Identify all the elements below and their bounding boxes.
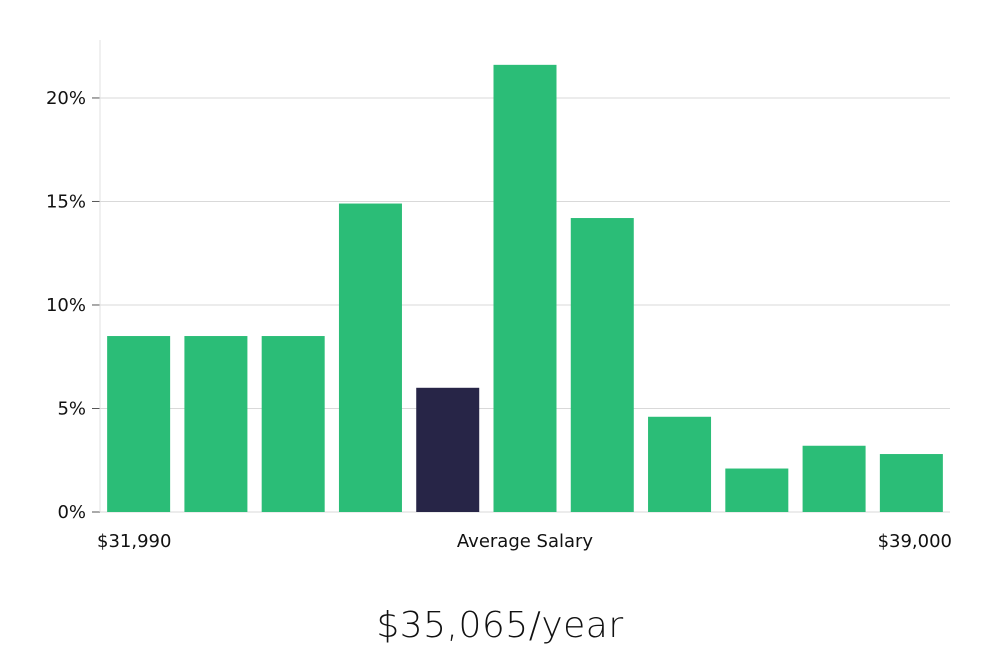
y-tick-labels: 0% 5% 10% 15% 20% [46,88,86,523]
bar [802,445,866,512]
y-tick-label: 5% [57,398,86,419]
x-label-max: $39,000 [878,531,952,552]
bar [648,416,712,512]
x-label-min: $31,990 [97,531,171,552]
bar [725,468,789,512]
bar [879,454,943,512]
y-tick-label: 15% [46,191,86,212]
y-tick-label: 10% [46,295,86,316]
x-label-average: Average Salary [457,531,594,552]
y-tick-label: 20% [46,88,86,109]
bar-average-salary [416,387,480,512]
bar [261,336,325,512]
bar [493,64,557,512]
bar [570,218,634,512]
bar [107,336,171,512]
bar [338,203,402,512]
bar [184,336,248,512]
salary-distribution-chart: 0% 5% 10% 15% 20% $31,990 Average Salary $39… [46,40,952,552]
bars [107,64,943,512]
average-salary-value: $35,065/year [376,605,624,646]
y-tick-label: 0% [57,502,86,523]
x-axis-labels: $31,990 Average Salary $39,000 [97,531,952,552]
